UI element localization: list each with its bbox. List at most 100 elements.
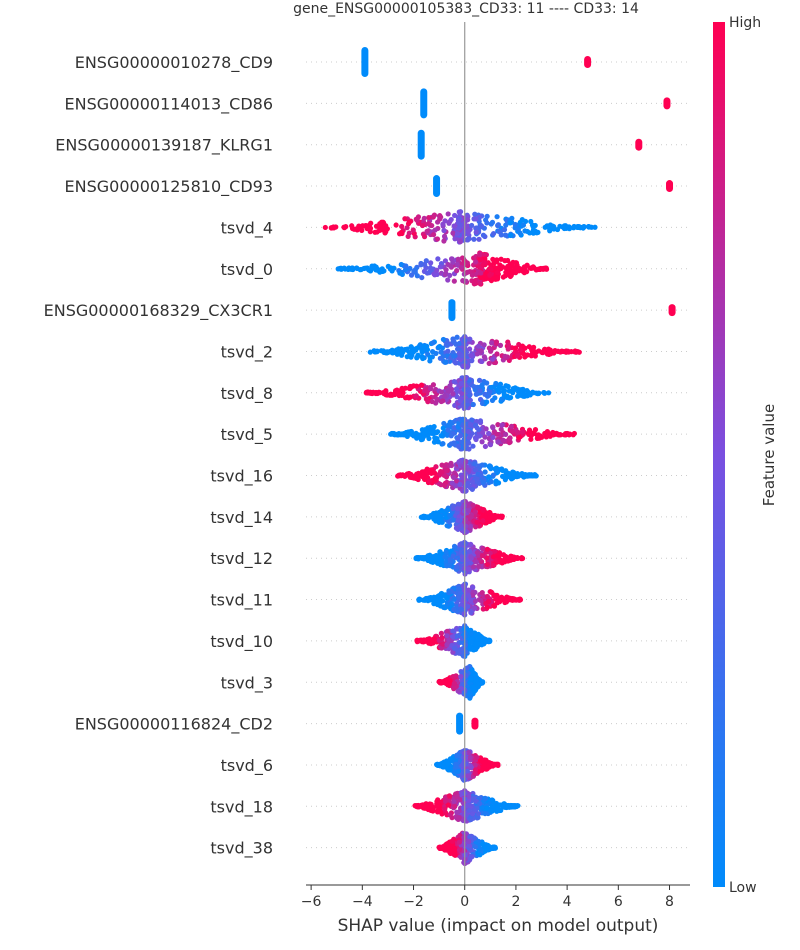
shap-point: [462, 755, 469, 761]
shap-point: [423, 258, 429, 264]
shap-point: [464, 768, 471, 774]
point-cluster-low: [361, 47, 369, 77]
shap-point: [454, 261, 460, 267]
shap-point: [343, 224, 349, 230]
shap-point: [444, 507, 450, 513]
shap-point: [497, 556, 503, 563]
shap-point: [396, 472, 402, 478]
shap-point: [451, 645, 458, 651]
shap-point: [563, 349, 569, 355]
shap-point: [434, 429, 440, 436]
shap-point: [430, 382, 437, 388]
shap-point: [455, 436, 461, 442]
shap-point: [512, 221, 518, 228]
shap-point: [450, 517, 456, 523]
shap-point: [429, 513, 435, 519]
chart-title: gene_ENSG00000105383_CD33: 11 ---- CD33:…: [293, 1, 639, 17]
feature-label: tsvd_4: [221, 218, 273, 238]
feature-row: ENSG00000125810_CD93: [65, 175, 690, 198]
shap-point: [428, 595, 434, 601]
shap-point: [425, 557, 432, 563]
shap-point: [512, 345, 519, 351]
shap-point: [542, 265, 549, 271]
shap-point: [438, 349, 444, 355]
shap-point: [488, 479, 494, 485]
shap-point: [451, 596, 457, 602]
shap-point: [534, 390, 541, 397]
shap-point: [495, 439, 501, 445]
shap-point: [445, 802, 452, 808]
colorbar-low-label: Low: [729, 880, 757, 896]
shap-point: [500, 274, 506, 280]
shap-point: [517, 347, 524, 353]
feature-row: tsvd_38: [210, 830, 690, 867]
shap-point: [454, 794, 460, 800]
point-cluster-low: [420, 88, 428, 119]
shap-point: [447, 263, 454, 269]
shap-point: [532, 229, 538, 235]
shap-point: [484, 604, 490, 610]
shap-point: [410, 227, 416, 233]
shap-point: [341, 265, 347, 271]
shap-point: [516, 435, 522, 441]
shap-point: [427, 354, 433, 361]
shap-point: [514, 803, 521, 809]
shap-point: [449, 838, 456, 844]
feature-label: ENSG00000010278_CD9: [75, 53, 273, 73]
shap-point: [432, 272, 438, 278]
shap-point: [418, 437, 424, 443]
shap-point: [468, 514, 474, 520]
shap-point: [478, 270, 484, 276]
shap-point: [472, 422, 479, 428]
shap-point: [502, 353, 508, 359]
shap-point: [431, 635, 437, 642]
shap-point: [487, 442, 494, 448]
shap-point: [478, 597, 484, 603]
shap-point: [489, 219, 496, 225]
shap-point: [439, 469, 445, 475]
shap-point: [482, 638, 488, 644]
shap-point: [465, 773, 471, 779]
shap-point: [448, 460, 454, 466]
shap-point: [501, 392, 507, 398]
shap-point: [426, 221, 432, 227]
shap-point: [399, 223, 405, 230]
shap-point: [483, 276, 489, 282]
shap-point: [490, 356, 496, 362]
shap-point: [455, 688, 461, 694]
point-cluster-high: [663, 97, 671, 110]
shap-point: [469, 486, 475, 492]
shap-point: [496, 384, 502, 390]
shap-point: [488, 589, 494, 595]
shap-point: [442, 806, 448, 812]
shap-point: [445, 211, 451, 217]
shap-point: [470, 564, 477, 570]
shap-point: [427, 265, 434, 271]
shap-point: [515, 473, 521, 479]
shap-point: [372, 229, 378, 235]
shap-point: [519, 555, 526, 561]
shap-point: [462, 642, 468, 648]
shap-point: [378, 348, 384, 354]
shap-point: [484, 380, 490, 386]
shap-point: [477, 801, 483, 807]
shap-point: [471, 281, 477, 287]
point-cluster-high: [635, 138, 643, 151]
shap-point: [477, 852, 483, 858]
shap-point: [385, 263, 391, 269]
shap-point: [430, 340, 436, 346]
shap-point: [421, 556, 427, 562]
shap-point: [494, 351, 500, 357]
feature-label: ENSG00000168329_CX3CR1: [44, 301, 273, 321]
shap-point: [502, 556, 508, 562]
shap-point: [444, 677, 450, 683]
shap-point: [434, 560, 441, 566]
feature-label: tsvd_14: [210, 508, 273, 528]
shap-point: [505, 383, 511, 389]
shap-point: [493, 514, 499, 520]
shap-point: [438, 433, 444, 439]
shap-point: [434, 798, 440, 805]
shap-point: [468, 597, 474, 604]
shap-point: [473, 259, 479, 265]
shap-point: [398, 229, 404, 236]
